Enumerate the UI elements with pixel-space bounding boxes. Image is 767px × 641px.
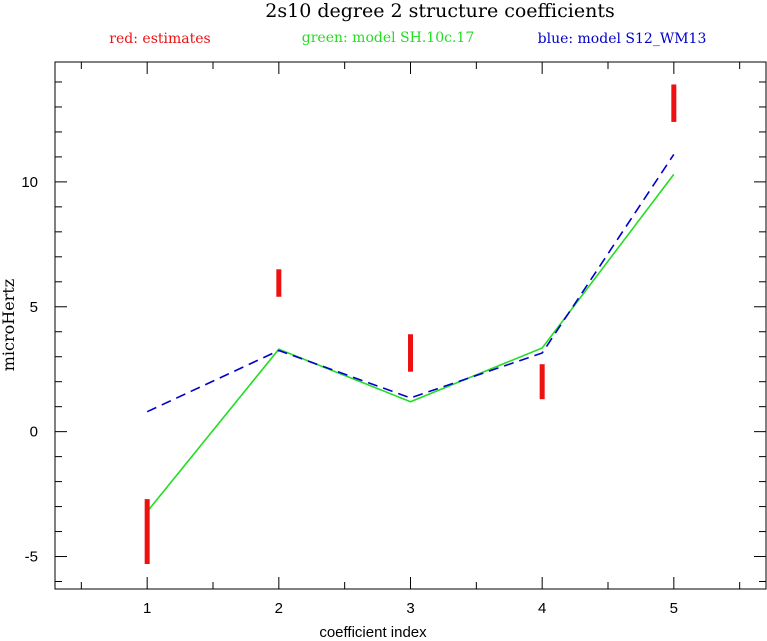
legend-estimates: red: estimates (109, 31, 210, 47)
x-tick-labels: 1 2 3 4 5 (143, 600, 678, 617)
y-tick-label: 10 (21, 174, 38, 191)
series-layer (146, 153, 675, 513)
series-line-model-s12-wm13 (146, 153, 675, 413)
x-axis-label: coefficient index (319, 624, 427, 641)
legend-blue-model: blue: model S12_WM13 (538, 31, 707, 47)
x-tick-label: 5 (670, 600, 678, 617)
y-tick-labels: -5 0 5 10 (21, 174, 38, 566)
x-tick-label: 1 (143, 600, 151, 617)
x-tick-label: 4 (538, 600, 546, 617)
estimates-layer (144, 84, 677, 565)
series-line-model-sh-10c-17 (146, 173, 675, 513)
y-tick-label: 5 (30, 299, 38, 316)
chart-title: 2s10 degree 2 structure coefficients (265, 0, 614, 22)
axis-ticks (55, 62, 766, 589)
x-tick-label: 3 (406, 600, 414, 617)
plot-frame (54, 61, 767, 590)
y-tick-label: -5 (25, 549, 38, 566)
y-axis-label: microHertz (0, 279, 18, 371)
y-tick-label: 0 (30, 424, 38, 441)
x-tick-label: 2 (275, 600, 283, 617)
legend-green-model: green: model SH.10c.17 (302, 30, 474, 46)
